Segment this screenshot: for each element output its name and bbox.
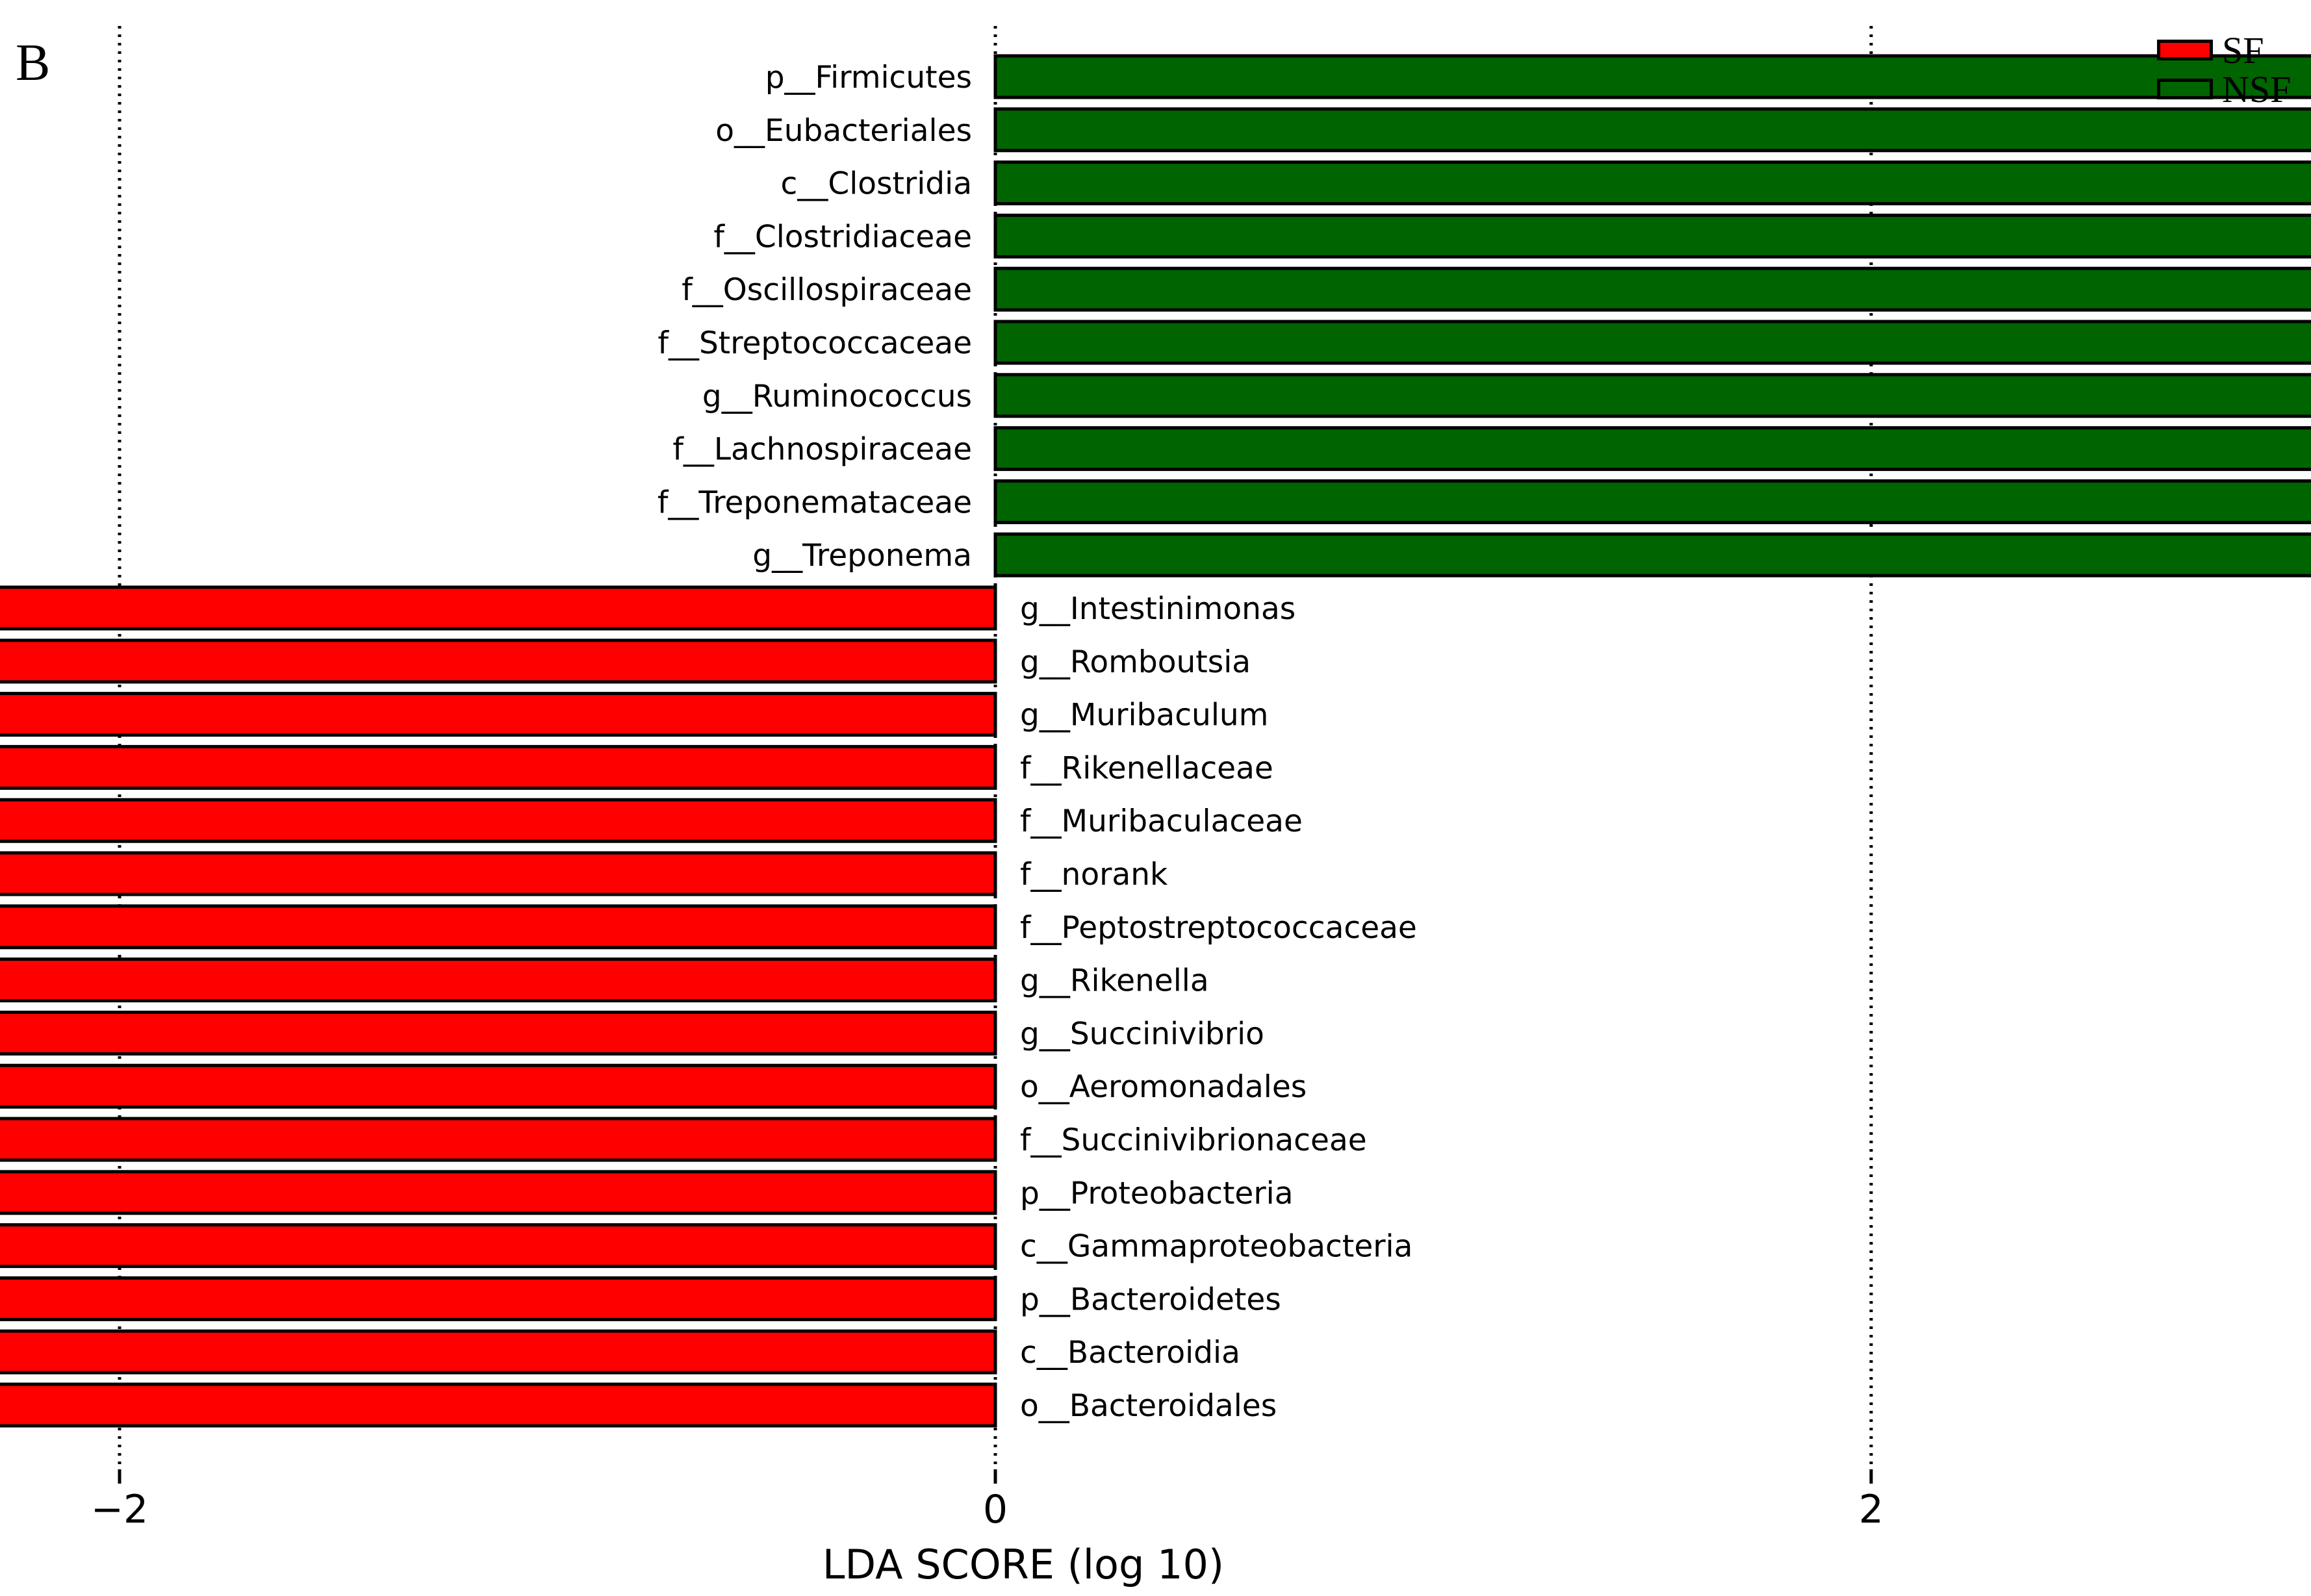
legend: SF NSF bbox=[2157, 29, 2292, 110]
bar-sf bbox=[0, 1170, 997, 1215]
bar-sf bbox=[0, 904, 997, 950]
bar-label: c__Clostridia bbox=[781, 166, 972, 202]
bar-label: f__Clostridiaceae bbox=[713, 219, 972, 255]
bar-sf bbox=[0, 798, 997, 843]
legend-swatch-sf bbox=[2157, 40, 2213, 60]
bar-sf bbox=[0, 1010, 997, 1056]
bar-label: o__Bacteroidales bbox=[1020, 1388, 1277, 1424]
legend-item-sf: SF bbox=[2157, 29, 2291, 71]
x-tick-label: −2 bbox=[91, 1487, 148, 1532]
x-axis: −4−2024 bbox=[91, 1469, 1883, 1532]
bar-labels: p__Firmicutes o__Eubacteriales c__Clostrid… bbox=[658, 60, 1417, 1424]
bar-label: f__Muribaculaceae bbox=[1020, 804, 1303, 839]
x-tick-label: 0 bbox=[983, 1487, 1008, 1532]
bar-label: g__Rikenella bbox=[1020, 963, 1209, 999]
bar-nsf bbox=[993, 107, 2311, 153]
bars bbox=[0, 54, 2311, 1428]
bar-sf bbox=[0, 1063, 997, 1109]
bar-sf bbox=[0, 585, 997, 631]
bar-sf bbox=[0, 1117, 997, 1162]
bar-sf bbox=[0, 1382, 997, 1428]
x-tick-label: 2 bbox=[1859, 1487, 1883, 1532]
bar-label: f__Succinivibrionaceae bbox=[1020, 1122, 1367, 1158]
bar-label: g__Ruminococcus bbox=[702, 379, 972, 414]
panel-label: B bbox=[16, 34, 51, 92]
bar-label: p__Bacteroidetes bbox=[1020, 1282, 1281, 1317]
bar-label: f__Rikenellaceae bbox=[1020, 750, 1273, 786]
bar-label: o__Aeromonadales bbox=[1020, 1069, 1307, 1105]
bar-label: f__Peptostreptococcaceae bbox=[1020, 910, 1417, 946]
bar-label: o__Eubacteriales bbox=[715, 113, 972, 149]
bar-label: f__Lachnospiraceae bbox=[672, 432, 972, 468]
bar-nsf bbox=[993, 160, 2311, 206]
legend-label-sf: SF bbox=[2222, 29, 2264, 71]
bar-nsf bbox=[993, 320, 2311, 365]
bar-label: f__norank bbox=[1020, 857, 1168, 893]
bar-label: g__Muribaculum bbox=[1020, 698, 1268, 733]
bar-label: g__Treponema bbox=[752, 538, 972, 574]
bar-sf bbox=[0, 1329, 997, 1374]
bar-sf bbox=[0, 692, 997, 737]
bar-nsf bbox=[993, 426, 2311, 472]
bar-sf bbox=[0, 957, 997, 1003]
bar-nsf bbox=[993, 373, 2311, 418]
bar-sf bbox=[0, 1223, 997, 1269]
bar-label: f__Treponemataceae bbox=[658, 485, 972, 520]
bar-label: p__Firmicutes bbox=[765, 60, 972, 95]
legend-item-nsf: NSF bbox=[2157, 68, 2292, 110]
bar-label: g__Succinivibrio bbox=[1020, 1016, 1264, 1052]
bar-label: f__Streptococcaceae bbox=[658, 325, 972, 361]
x-axis-label: LDA SCORE (log 10) bbox=[823, 1541, 1224, 1588]
bar-nsf bbox=[993, 54, 2311, 99]
bar-label: c__Bacteroidia bbox=[1020, 1335, 1240, 1371]
bar-label: p__Proteobacteria bbox=[1020, 1176, 1294, 1211]
bar-label: g__Romboutsia bbox=[1020, 644, 1251, 680]
bar-sf bbox=[0, 639, 997, 684]
bar-nsf bbox=[993, 479, 2311, 524]
legend-label-nsf: NSF bbox=[2222, 68, 2292, 110]
bar-nsf bbox=[993, 213, 2311, 259]
bar-label: f__Oscillospiraceae bbox=[682, 272, 972, 308]
bar-sf bbox=[0, 851, 997, 896]
bar-sf bbox=[0, 744, 997, 790]
bar-label: g__Intestinimonas bbox=[1020, 591, 1296, 627]
bar-nsf bbox=[993, 532, 2311, 577]
bar-label: c__Gammaproteobacteria bbox=[1020, 1229, 1412, 1265]
legend-swatch-nsf bbox=[2157, 79, 2213, 99]
bar-sf bbox=[0, 1276, 997, 1321]
bar-nsf bbox=[993, 266, 2311, 312]
